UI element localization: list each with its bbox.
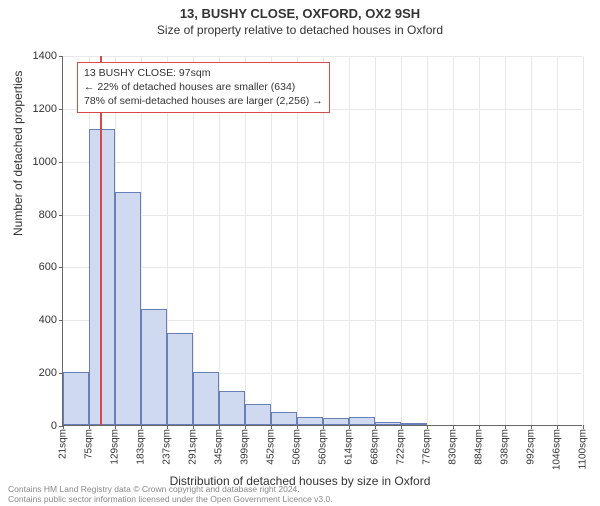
xtick-label: 399sqm bbox=[240, 429, 251, 465]
ytick-mark bbox=[59, 56, 63, 57]
gridline-v bbox=[557, 56, 558, 425]
gridline-v bbox=[453, 56, 454, 425]
ytick-label: 1400 bbox=[33, 50, 57, 62]
histogram-bar bbox=[219, 391, 245, 425]
xtick-label: 75sqm bbox=[84, 429, 95, 459]
main-title: 13, BUSHY CLOSE, OXFORD, OX2 9SH bbox=[0, 6, 600, 21]
xtick-label: 1046sqm bbox=[551, 429, 562, 470]
histogram-bar bbox=[245, 404, 271, 425]
footer-line-1: Contains HM Land Registry data © Crown c… bbox=[8, 484, 333, 494]
histogram-bar bbox=[167, 333, 193, 426]
gridline-v bbox=[583, 56, 584, 425]
gridline-v bbox=[375, 56, 376, 425]
ytick-label: 600 bbox=[39, 261, 57, 273]
xtick-label: 21sqm bbox=[58, 429, 69, 459]
info-box-line: ← 22% of detached houses are smaller (63… bbox=[84, 80, 323, 94]
histogram-bar bbox=[115, 192, 141, 425]
xtick-label: 506sqm bbox=[291, 429, 302, 465]
ytick-mark bbox=[59, 109, 63, 110]
xtick-label: 614sqm bbox=[343, 429, 354, 465]
footer-line-2: Contains public sector information licen… bbox=[8, 494, 333, 504]
xtick-label: 183sqm bbox=[136, 429, 147, 465]
ytick-mark bbox=[59, 215, 63, 216]
gridline-v bbox=[427, 56, 428, 425]
histogram-bar bbox=[63, 372, 89, 425]
histogram-bar bbox=[323, 418, 349, 425]
ytick-mark bbox=[59, 267, 63, 268]
ytick-label: 400 bbox=[39, 314, 57, 326]
gridline-v bbox=[401, 56, 402, 425]
histogram-bar bbox=[89, 129, 115, 425]
ytick-label: 800 bbox=[39, 209, 57, 221]
histogram-bar bbox=[141, 309, 167, 425]
xtick-label: 452sqm bbox=[265, 429, 276, 465]
ytick-label: 1200 bbox=[33, 103, 57, 115]
xtick-label: 992sqm bbox=[525, 429, 536, 465]
y-axis-label: Number of detached properties bbox=[11, 71, 25, 236]
xtick-label: 345sqm bbox=[214, 429, 225, 465]
footer-attribution: Contains HM Land Registry data © Crown c… bbox=[8, 484, 333, 504]
info-box-line: 78% of semi-detached houses are larger (… bbox=[84, 94, 323, 108]
histogram-bar bbox=[271, 412, 297, 425]
xtick-label: 938sqm bbox=[499, 429, 510, 465]
xtick-label: 830sqm bbox=[447, 429, 458, 465]
histogram-bar bbox=[193, 372, 219, 425]
histogram-bar bbox=[375, 422, 401, 425]
xtick-label: 129sqm bbox=[110, 429, 121, 465]
xtick-label: 884sqm bbox=[473, 429, 484, 465]
histogram-chart: 020040060080010001200140021sqm75sqm129sq… bbox=[62, 56, 582, 426]
histogram-bar bbox=[401, 423, 427, 425]
gridline-v bbox=[349, 56, 350, 425]
gridline-v bbox=[531, 56, 532, 425]
sub-title: Size of property relative to detached ho… bbox=[0, 23, 600, 37]
info-box-line: 13 BUSHY CLOSE: 97sqm bbox=[84, 66, 323, 80]
xtick-label: 668sqm bbox=[369, 429, 380, 465]
ytick-label: 0 bbox=[51, 420, 57, 432]
xtick-label: 560sqm bbox=[317, 429, 328, 465]
histogram-bar bbox=[297, 417, 323, 425]
histogram-bar bbox=[349, 417, 375, 425]
ytick-mark bbox=[59, 320, 63, 321]
xtick-label: 776sqm bbox=[421, 429, 432, 465]
ytick-label: 200 bbox=[39, 367, 57, 379]
ytick-label: 1000 bbox=[33, 156, 57, 168]
gridline-v bbox=[479, 56, 480, 425]
xtick-label: 291sqm bbox=[188, 429, 199, 465]
xtick-label: 237sqm bbox=[162, 429, 173, 465]
xtick-label: 722sqm bbox=[395, 429, 406, 465]
xtick-label: 1100sqm bbox=[578, 429, 589, 469]
gridline-v bbox=[505, 56, 506, 425]
ytick-mark bbox=[59, 162, 63, 163]
property-info-box: 13 BUSHY CLOSE: 97sqm← 22% of detached h… bbox=[77, 62, 330, 113]
